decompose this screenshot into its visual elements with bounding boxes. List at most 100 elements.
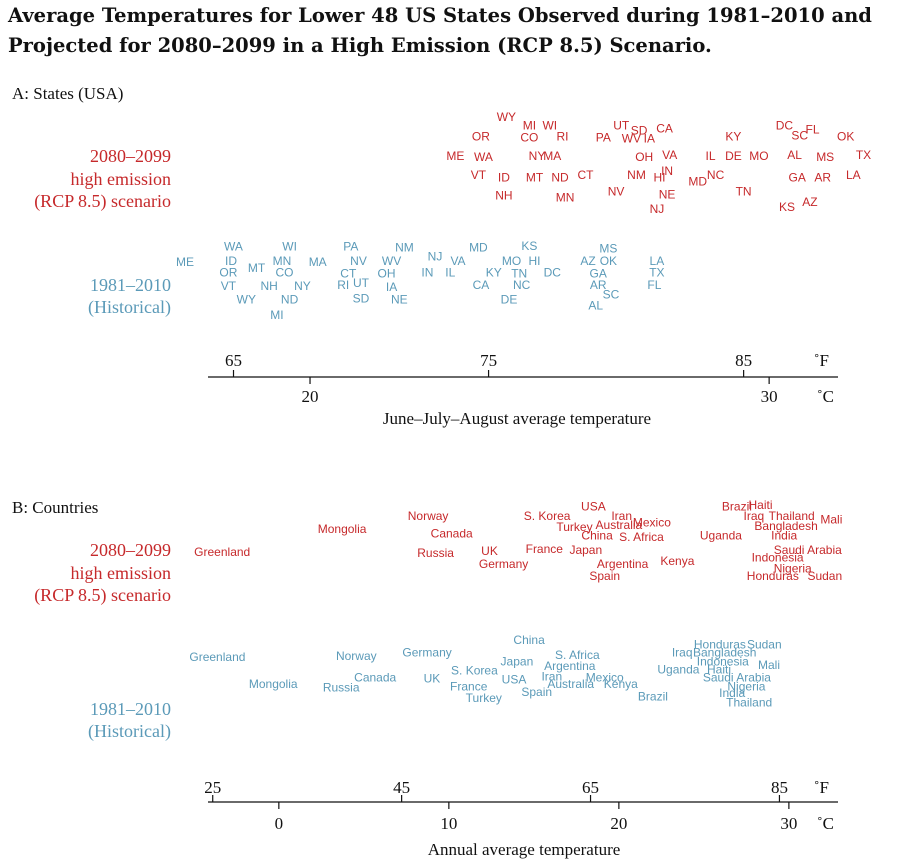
point-label-historical-ia: IA <box>386 280 397 294</box>
point-label-future-uganda: Uganda <box>700 529 742 543</box>
point-label-future-md: MD <box>688 174 707 188</box>
point-label-historical-nv: NV <box>350 254 367 268</box>
point-label-historical-usa: USA <box>502 673 527 687</box>
point-label-future-sd: SD <box>631 123 648 137</box>
point-label-historical-il: IL <box>445 266 455 280</box>
point-label-historical-india: India <box>719 686 745 700</box>
point-label-future-mali: Mali <box>820 512 842 526</box>
point-label-historical-indonesia: Indonesia <box>697 655 749 669</box>
point-label-historical-or: OR <box>219 266 237 280</box>
point-label-future-kenya: Kenya <box>660 554 694 568</box>
point-label-future-fl: FL <box>805 122 819 136</box>
point-label-future-saudi-arabia: Saudi Arabia <box>774 543 842 557</box>
point-label-future-ia: IA <box>644 132 655 146</box>
tick-label-f-85: 85 <box>771 778 788 797</box>
point-label-historical-mi: MI <box>270 308 283 322</box>
panel-a-axis-ticks: 65 75 85 20 30 <box>225 351 778 406</box>
point-label-future-in: IN <box>661 164 673 178</box>
tick-label-f-45: 45 <box>393 778 410 797</box>
point-label-future-sudan: Sudan <box>807 569 842 583</box>
point-label-future-wa: WA <box>474 150 493 164</box>
panel-b-fahrenheit-unit: ˚F <box>814 778 829 797</box>
point-label-future-ks: KS <box>779 200 795 214</box>
point-label-historical-saudi-arabia: Saudi Arabia <box>703 670 771 684</box>
point-label-historical-germany: Germany <box>402 646 451 660</box>
point-label-future-uk: UK <box>481 544 498 558</box>
point-label-future-mn: MN <box>556 191 575 205</box>
point-label-future-az: AZ <box>802 195 817 209</box>
point-label-future-mongolia: Mongolia <box>318 522 367 536</box>
point-label-future-canada: Canada <box>431 527 473 541</box>
point-label-historical-japan: Japan <box>501 655 534 669</box>
point-label-historical-ny: NY <box>294 279 311 293</box>
point-label-future-germany: Germany <box>479 557 528 571</box>
point-label-historical-mexico: Mexico <box>586 670 624 684</box>
point-label-historical-spain: Spain <box>521 685 552 699</box>
point-label-future-tx: TX <box>856 148 871 162</box>
point-label-future-nj: NJ <box>650 202 665 216</box>
point-label-future-il: IL <box>705 149 715 163</box>
panel-a-fahrenheit-unit: ˚F <box>814 351 829 370</box>
point-label-future-id: ID <box>498 170 510 184</box>
point-label-historical-honduras: Honduras <box>694 638 746 652</box>
point-label-historical-tx: TX <box>649 266 664 280</box>
point-label-future-japan: Japan <box>569 543 602 557</box>
point-label-future-ky: KY <box>725 130 741 144</box>
point-label-historical-nh: NH <box>261 279 278 293</box>
point-label-future-ny: NY <box>529 149 546 163</box>
panel-b-future-row-label-1: 2080–2099 <box>90 540 171 560</box>
point-label-future-iraq: Iraq <box>744 509 765 523</box>
point-label-future-me: ME <box>446 149 464 163</box>
point-label-future-va: VA <box>662 148 677 162</box>
panel-a-future-row-label-3: (RCP 8.5) scenario <box>34 191 171 212</box>
point-label-future-al: AL <box>787 148 802 162</box>
point-label-historical-hi: HI <box>529 254 541 268</box>
point-label-historical-turkey: Turkey <box>466 691 502 705</box>
point-label-historical-ok: OK <box>600 254 617 268</box>
point-label-historical-norway: Norway <box>336 649 377 663</box>
point-label-historical-china: China <box>513 633 545 647</box>
point-label-historical-greenland: Greenland <box>189 650 245 664</box>
tick-label-f-75: 75 <box>480 351 497 370</box>
point-label-historical-haiti: Haiti <box>707 663 731 677</box>
point-label-historical-az: AZ <box>580 254 595 268</box>
point-label-future-nigeria: Nigeria <box>774 561 812 575</box>
point-label-historical-ri: RI <box>337 278 349 292</box>
point-label-future-brazil: Brazil <box>722 499 752 513</box>
point-label-future-nc: NC <box>707 168 725 182</box>
point-label-future-nm: NM <box>627 168 646 182</box>
point-label-historical-ga: GA <box>590 267 607 281</box>
point-label-future-pa: PA <box>596 131 611 145</box>
point-label-historical-ca: CA <box>473 278 490 292</box>
point-label-historical-sudan: Sudan <box>747 638 782 652</box>
point-label-historical-fl: FL <box>647 278 661 292</box>
point-label-future-spain: Spain <box>589 569 620 583</box>
point-label-historical-bangladesh: Bangladesh <box>693 646 756 660</box>
point-label-future-hi: HI <box>654 170 666 184</box>
point-label-historical-ct: CT <box>340 267 357 281</box>
point-label-future-france: France <box>526 542 564 556</box>
point-label-historical-uganda: Uganda <box>657 663 699 677</box>
point-label-future-honduras: Honduras <box>747 569 799 583</box>
point-label-future-mt: MT <box>526 170 544 184</box>
point-label-future-norway: Norway <box>408 509 449 523</box>
point-label-future-australia: Australia <box>596 518 643 532</box>
panel-b-future-row-label-2: high emission <box>70 563 171 583</box>
point-label-future-turkey: Turkey <box>556 520 592 534</box>
panel-b-celsius-unit: ˚C <box>817 814 834 833</box>
panel-a-celsius-unit: ˚C <box>817 387 834 406</box>
point-label-future-ar: AR <box>814 170 831 184</box>
point-label-future-ut: UT <box>613 118 630 132</box>
panel-b-historical-row-label-2: (Historical) <box>88 721 171 742</box>
figure-title-line-2: Projected for 2080–2099 in a High Emissi… <box>8 34 712 57</box>
point-label-future-s-korea: S. Korea <box>524 509 571 523</box>
point-label-future-co: CO <box>520 131 538 145</box>
point-label-future-s-africa: S. Africa <box>619 530 664 544</box>
point-label-future-or: OR <box>472 130 490 144</box>
point-label-historical-ky: KY <box>486 266 502 280</box>
panel-states: A: States (USA) 2080–2099 high emission … <box>12 84 871 428</box>
point-label-historical-md: MD <box>469 241 488 255</box>
point-label-future-ca: CA <box>656 121 673 135</box>
